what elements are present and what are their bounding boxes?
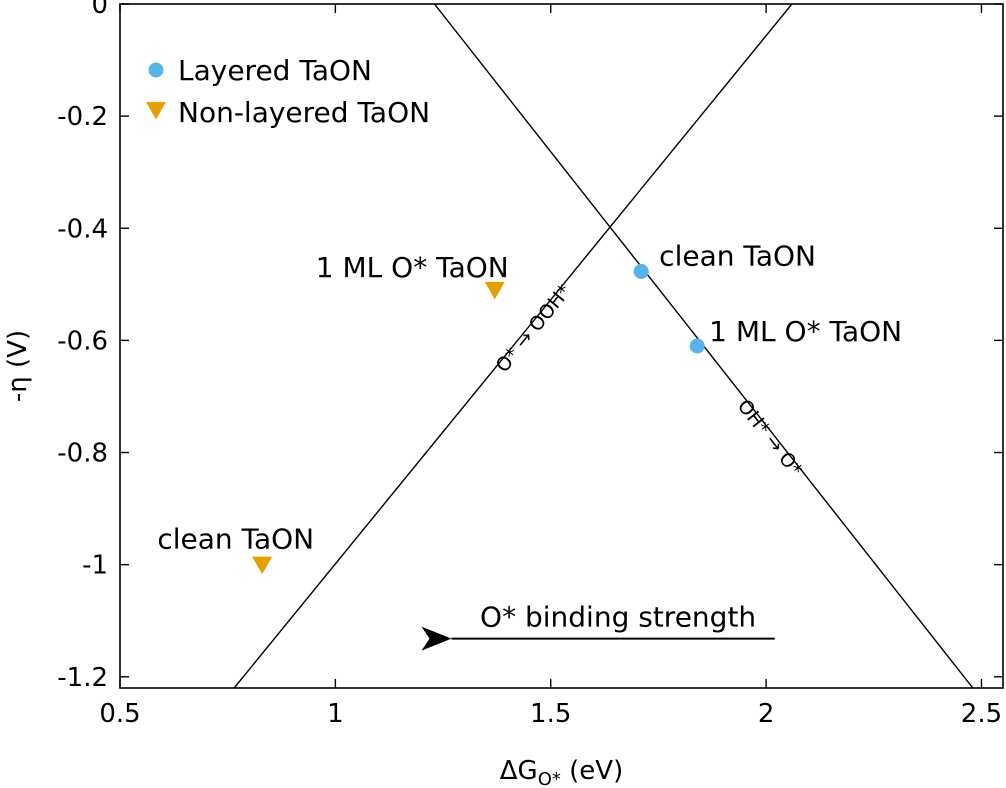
x-axis-label-subscript: O*	[538, 769, 561, 788]
y-tick-label: -0.4	[57, 214, 108, 244]
y-tick-label: -1.2	[57, 663, 108, 693]
data-point-label: clean TaON	[659, 239, 816, 272]
data-point-label: clean TaON	[157, 523, 314, 556]
legend-entry: Layered TaON	[178, 54, 372, 87]
y-tick-label: -0.2	[57, 102, 108, 132]
x-tick-label: 2	[758, 699, 775, 729]
trend-line-1	[233, 4, 793, 688]
x-tick-label: 1.5	[530, 699, 571, 729]
x-axis-label-main: ΔG	[500, 756, 538, 786]
axes: 0.5 1 1.5 2 2.5 0 -0.2 -0.4 -0.6 -0.8 -1 -1.2 ΔGO* (…	[3, 0, 1004, 788]
labels: O* → OOH* OH* → O* clean TaON 1 ML O* TaON c…	[157, 239, 902, 651]
legend: Layered TaON Non-layered TaON	[146, 54, 430, 129]
binding-strength-label: O* binding strength	[480, 601, 756, 634]
data-point-triangle-down	[252, 556, 273, 575]
y-tick-label: -0.6	[57, 326, 108, 356]
data-point-triangle-down	[484, 281, 505, 300]
data-point-label: 1 ML O* TaON	[316, 251, 509, 284]
trend-line-label-1: O* → OOH*	[492, 281, 576, 377]
legend-marker-circle	[148, 62, 164, 78]
x-tick-label: 0.5	[99, 699, 140, 729]
data-points	[252, 263, 705, 575]
trend-line-label-2: OH* → O*	[733, 395, 807, 480]
data-point-label: 1 ML O* TaON	[709, 315, 902, 348]
y-axis-label: -η (V)	[3, 330, 33, 402]
x-tick-label: 2.5	[961, 699, 1002, 729]
y-tick-label: -1	[82, 551, 108, 581]
plot-frame	[119, 3, 1004, 689]
y-tick-label: -0.8	[57, 439, 108, 469]
y-tick-label: 0	[91, 0, 108, 20]
x-axis-label-unit: (eV)	[561, 756, 623, 786]
legend-entry: Non-layered TaON	[178, 96, 430, 129]
legend-marker-triangle-down	[146, 102, 166, 120]
data-point-circle	[633, 263, 649, 279]
x-axis-label: ΔGO* (eV)	[500, 756, 623, 788]
data-point-circle	[689, 338, 705, 354]
x-tick-label: 1	[327, 699, 344, 729]
